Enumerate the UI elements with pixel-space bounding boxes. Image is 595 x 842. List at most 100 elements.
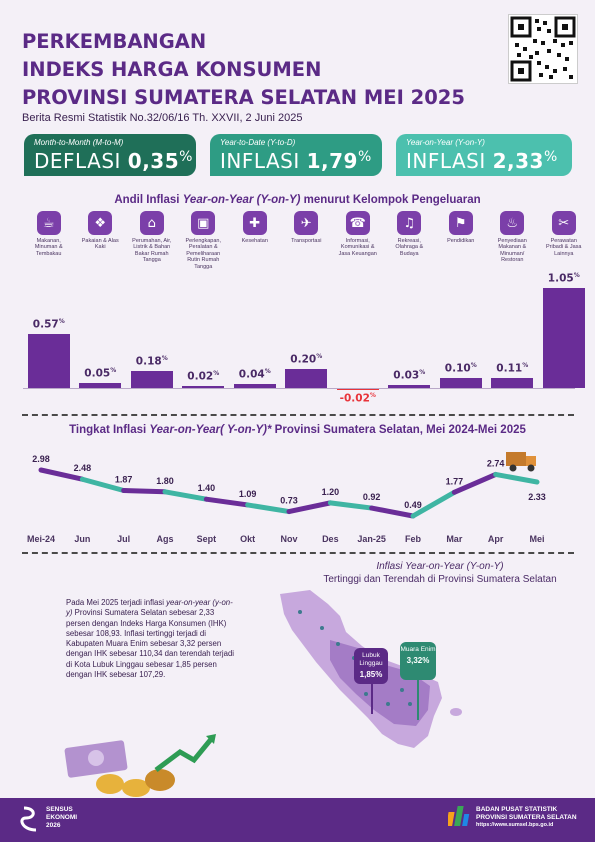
bar-value: 0.11 bbox=[496, 362, 523, 375]
category-1: ❖ Pakaian & Alas Kaki bbox=[80, 211, 120, 251]
bar-unit: % bbox=[58, 317, 65, 325]
map-title: Inflasi Year-on-Year (Y-on-Y) Tertinggi d… bbox=[323, 561, 557, 585]
line-segment bbox=[162, 489, 209, 502]
bar-label: 0.05% bbox=[73, 367, 127, 380]
bar-value: 0.02 bbox=[187, 370, 214, 383]
bar-value: -0.02 bbox=[339, 392, 370, 405]
bar-label: 0.18% bbox=[125, 355, 179, 368]
bar-chart-title: Andil Inflasi Year-on-Year (Y-on-Y) menu… bbox=[114, 194, 481, 206]
bar bbox=[79, 383, 122, 388]
line-point-label: 2.74 bbox=[487, 458, 505, 468]
bar-label: 0.10% bbox=[434, 362, 488, 375]
category-label: Perumahan, Air, Listrik & Bahan Bakar Ru… bbox=[132, 238, 172, 264]
line-segment bbox=[286, 500, 333, 515]
narrative-text: Pada Mei 2025 terjadi inflasi year-on-ye… bbox=[66, 598, 235, 679]
qr-code-icon[interactable] bbox=[508, 14, 578, 84]
callout-line-low bbox=[371, 684, 373, 714]
bar-label: 0.11% bbox=[485, 362, 539, 375]
bar-unit: % bbox=[213, 370, 220, 377]
line-chart: 2.98 Mei-24 2.48 Jun 1.87 Jul 1.80 Ags 1.40 Sept 1… bbox=[27, 454, 546, 544]
line-point-label: 1.09 bbox=[239, 489, 257, 499]
title-line-1: PERKEMBANGAN bbox=[22, 30, 207, 53]
divider-2 bbox=[22, 552, 574, 554]
plane-icon: ✈ bbox=[294, 211, 319, 235]
bar-chart: 0.57% 0.05% 0.18% 0.02% 0.04% 0.20% -0.02% 0.03… bbox=[0, 272, 595, 406]
callout-muara-enim: Muara Enim 3,32% bbox=[400, 642, 436, 680]
category-icon-row: ☕ Makanan, Minuman & Tembakau ❖ Pakaian & A… bbox=[0, 211, 595, 311]
bar-unit: % bbox=[522, 361, 529, 369]
line-segment bbox=[327, 500, 375, 511]
bar bbox=[542, 288, 585, 388]
bar-label: 0.20% bbox=[279, 353, 333, 366]
line-segment bbox=[369, 505, 416, 519]
category-4: ✚ Kesehatan bbox=[235, 211, 275, 244]
divider-1 bbox=[22, 414, 574, 416]
line-point-label: 0.73 bbox=[280, 496, 298, 506]
line-point-label: 1.40 bbox=[198, 483, 216, 493]
bar bbox=[233, 384, 276, 388]
stat-box-yoy: Year-on-Year (Y-on-Y) INFLASI 2,33% bbox=[396, 134, 572, 176]
house-icon: ⌂ bbox=[139, 211, 164, 235]
category-label: Informasi, Komunikasi & Jasa Keuangan bbox=[338, 238, 377, 257]
line-x-tick-label: Jul bbox=[117, 534, 130, 544]
coins-money-illustration bbox=[64, 734, 216, 797]
tools-icon: ✂ bbox=[551, 211, 576, 235]
line-x-tick-label: Sept bbox=[197, 534, 217, 544]
category-label: Pakaian & Alas Kaki bbox=[81, 238, 119, 251]
category-label: Penyediaan Makanan & Minuman/ Restoran bbox=[497, 238, 527, 264]
category-label: Transportasi bbox=[291, 238, 322, 244]
category-0: ☕ Makanan, Minuman & Tembakau bbox=[29, 211, 69, 257]
bar-label: 0.04% bbox=[228, 368, 282, 381]
category-label: Rekreasi, Olahraga & Budaya bbox=[395, 238, 424, 257]
line-point-label: 1.77 bbox=[446, 476, 464, 486]
delivery-truck-icon bbox=[504, 446, 540, 479]
bar-unit: % bbox=[419, 369, 426, 377]
bps-logo-icon bbox=[446, 804, 472, 833]
stat-yoy-label: Year-on-Year (Y-on-Y) bbox=[406, 138, 485, 147]
recreation-icon: ♫ bbox=[397, 211, 422, 235]
title-line-3: PROVINSI SUMATERA SELATAN MEI 2025 bbox=[22, 86, 465, 109]
line-segment bbox=[493, 471, 540, 485]
bar bbox=[285, 368, 328, 388]
category-5: ✈ Transportasi bbox=[286, 211, 326, 244]
category-label: Kesehatan bbox=[241, 238, 268, 244]
bar-unit: % bbox=[316, 352, 323, 360]
line-point-label: 0.92 bbox=[363, 492, 381, 502]
bar-unit: % bbox=[110, 367, 117, 375]
category-7: ♫ Rekreasi, Olahraga & Budaya bbox=[389, 211, 429, 257]
category-label: Perawatan Pribadi & Jasa Lainnya bbox=[546, 238, 582, 257]
bar-value: 0.05 bbox=[84, 367, 111, 380]
line-segment bbox=[451, 471, 499, 495]
line-chart-title: Tingkat Inflasi Year-on-Year( Y-on-Y)* P… bbox=[69, 424, 526, 436]
clothing-icon: ❖ bbox=[88, 211, 113, 235]
line-segment bbox=[203, 496, 251, 508]
category-label: Perlengkapan, Peralatan & Pemeliharaan R… bbox=[185, 238, 221, 270]
line-x-tick-label: Feb bbox=[405, 534, 422, 544]
line-segment bbox=[410, 489, 457, 519]
stat-box-ytd: Year-to-Date (Y-to-D) INFLASI 1,79% bbox=[210, 134, 382, 176]
line-x-tick-label: Jun bbox=[74, 534, 90, 544]
bar-value: 0.57 bbox=[32, 318, 59, 331]
bps-text: BADAN PUSAT STATISTIK PROVINSI SUMATERA … bbox=[476, 806, 577, 829]
bar-value: 0.03 bbox=[393, 369, 420, 382]
bar bbox=[27, 333, 70, 388]
food-icon: ☕ bbox=[36, 211, 61, 235]
line-x-tick-label: Mei bbox=[529, 534, 544, 544]
line-x-tick-label: Nov bbox=[280, 534, 297, 544]
line-x-tick-label: Apr bbox=[488, 534, 504, 544]
callout-line-high bbox=[417, 680, 419, 720]
food-cart-icon: ♨ bbox=[500, 211, 525, 235]
title-line-2: INDEKS HARGA KONSUMEN bbox=[22, 58, 322, 81]
bar-unit: % bbox=[161, 354, 168, 362]
line-point-label: 0.49 bbox=[404, 500, 422, 510]
bar-value: 0.04 bbox=[238, 368, 265, 381]
line-segment bbox=[121, 488, 168, 495]
bar-label: 0.02% bbox=[176, 370, 230, 383]
category-label: Pendidikan bbox=[447, 238, 475, 244]
bar-value: 0.18 bbox=[135, 355, 162, 368]
line-segment bbox=[38, 467, 85, 482]
line-x-tick-label: Mei-24 bbox=[27, 534, 55, 544]
stat-ytd-label: Year-to-Date (Y-to-D) bbox=[220, 138, 296, 147]
bar bbox=[182, 386, 225, 388]
line-x-tick-label: Okt bbox=[240, 534, 255, 544]
